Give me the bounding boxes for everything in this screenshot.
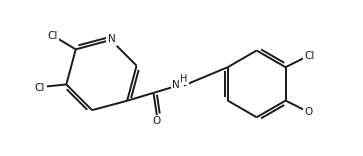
Text: H: H <box>180 73 187 84</box>
Text: O: O <box>152 116 160 126</box>
Text: O: O <box>305 107 313 117</box>
Text: Cl: Cl <box>305 51 315 61</box>
Text: Cl: Cl <box>35 83 45 93</box>
Text: N: N <box>108 34 116 44</box>
Text: Cl: Cl <box>47 31 57 41</box>
Text: N: N <box>172 80 180 90</box>
